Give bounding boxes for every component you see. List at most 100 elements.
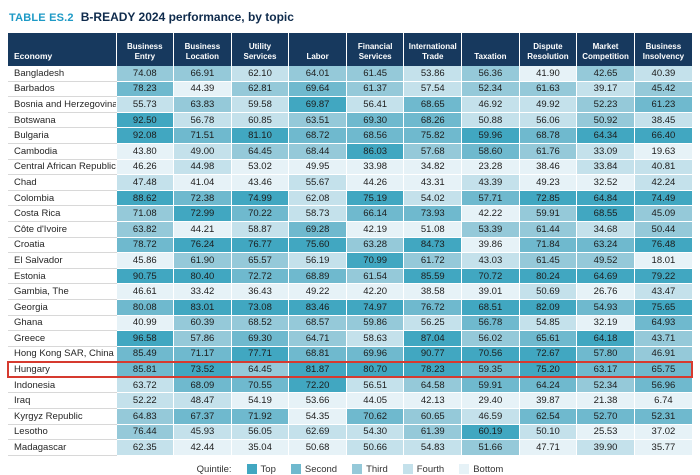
value-cell: 53.39 bbox=[461, 221, 520, 238]
table-row: Gambia, The 46.61 33.42 36.43 49.22 42.20 38.5… bbox=[8, 283, 692, 300]
value-cell: 6.74 bbox=[634, 392, 692, 410]
table-row: El Salvador 45.86 61.90 65.57 56.19 70.99 61.7… bbox=[8, 252, 692, 269]
economy-cell: Cambodia bbox=[8, 143, 117, 160]
value-cell: 42.22 bbox=[461, 205, 520, 222]
value-cell: 59.96 bbox=[461, 127, 520, 144]
value-cell: 72.20 bbox=[288, 377, 347, 394]
value-cell: 59.91 bbox=[519, 205, 578, 222]
value-cell: 75.60 bbox=[288, 237, 347, 254]
value-cell: 80.08 bbox=[116, 299, 175, 316]
value-cell: 64.01 bbox=[288, 66, 347, 82]
value-cell: 71.92 bbox=[231, 408, 290, 425]
value-cell: 63.83 bbox=[173, 96, 232, 113]
value-cell: 70.56 bbox=[461, 346, 520, 363]
value-cell: 63.28 bbox=[346, 237, 405, 254]
value-cell: 71.84 bbox=[519, 237, 578, 254]
value-cell: 56.41 bbox=[346, 96, 405, 113]
value-cell: 56.51 bbox=[346, 377, 405, 394]
table-row: Indonesia 63.72 68.09 70.55 72.20 56.51 64.58 5… bbox=[8, 377, 692, 394]
table-row: Bosnia and Herzegovina 55.73 63.83 59.58 69.… bbox=[8, 96, 692, 113]
value-cell: 64.69 bbox=[576, 268, 635, 285]
value-cell: 33.98 bbox=[346, 159, 405, 176]
value-cell: 43.46 bbox=[231, 174, 290, 191]
value-cell: 61.76 bbox=[519, 143, 578, 160]
legend-item-fourth: Fourth bbox=[402, 464, 444, 475]
economy-cell: Botswana bbox=[8, 112, 117, 129]
value-cell: 42.24 bbox=[634, 174, 692, 191]
economy-cell: Central African Republic bbox=[8, 159, 117, 176]
value-cell: 66.40 bbox=[634, 127, 692, 144]
value-cell: 50.88 bbox=[461, 112, 520, 129]
value-cell: 57.80 bbox=[576, 346, 635, 363]
value-cell: 66.91 bbox=[173, 66, 232, 82]
value-cell: 92.50 bbox=[116, 112, 175, 129]
economy-cell: Madagascar bbox=[8, 439, 117, 456]
value-cell: 40.99 bbox=[116, 315, 175, 332]
value-cell: 75.20 bbox=[519, 361, 578, 378]
value-cell: 84.73 bbox=[403, 237, 463, 254]
value-cell: 45.42 bbox=[634, 81, 692, 98]
column-header-taxation: Taxation bbox=[461, 33, 520, 66]
economy-cell: Hong Kong SAR, China bbox=[8, 346, 117, 363]
economy-cell: Bosnia and Herzegovina bbox=[8, 96, 117, 113]
value-cell: 38.58 bbox=[403, 283, 463, 300]
value-cell: 18.01 bbox=[634, 252, 692, 269]
value-cell: 33.09 bbox=[576, 143, 635, 160]
value-cell: 43.47 bbox=[634, 283, 692, 300]
table-row: Kyrgyz Republic 64.83 67.37 71.92 54.35 70.62… bbox=[8, 408, 692, 425]
value-cell: 90.77 bbox=[403, 346, 463, 363]
table-row: Hong Kong SAR, China 85.49 71.17 77.71 68.81… bbox=[8, 346, 692, 363]
value-cell: 86.03 bbox=[346, 143, 405, 160]
value-cell: 44.26 bbox=[346, 174, 405, 191]
value-cell: 64.45 bbox=[231, 143, 290, 160]
economy-cell: Chad bbox=[8, 174, 117, 191]
value-cell: 46.91 bbox=[634, 346, 692, 363]
value-cell: 44.39 bbox=[173, 81, 232, 98]
value-cell: 52.70 bbox=[576, 408, 635, 425]
legend-item-top: Top bbox=[246, 464, 276, 475]
value-cell: 44.98 bbox=[173, 159, 232, 176]
value-cell: 62.08 bbox=[288, 190, 347, 207]
value-cell: 46.61 bbox=[116, 283, 175, 300]
value-cell: 68.52 bbox=[231, 315, 290, 332]
table-row: Botswana 92.50 56.78 60.85 63.51 69.30 68.26 50… bbox=[8, 112, 692, 129]
value-cell: 62.81 bbox=[231, 81, 290, 98]
table-row: Ghana 40.99 60.39 68.52 68.57 59.86 56.25 56.78… bbox=[8, 315, 692, 332]
value-cell: 56.19 bbox=[288, 252, 347, 269]
value-cell: 64.71 bbox=[288, 330, 347, 347]
value-cell: 68.44 bbox=[288, 143, 347, 160]
value-cell: 62.35 bbox=[116, 439, 175, 456]
value-cell: 42.20 bbox=[346, 283, 405, 300]
economy-cell: Croatia bbox=[8, 237, 117, 254]
value-cell: 39.90 bbox=[576, 439, 635, 456]
economy-cell: Kyrgyz Republic bbox=[8, 408, 117, 425]
economy-cell: Colombia bbox=[8, 190, 117, 207]
value-cell: 68.55 bbox=[576, 205, 635, 222]
column-header-business-location: Business Location bbox=[173, 33, 232, 66]
value-cell: 59.35 bbox=[461, 361, 520, 378]
value-cell: 38.45 bbox=[634, 112, 692, 129]
value-cell: 71.08 bbox=[116, 205, 175, 222]
value-cell: 46.92 bbox=[461, 96, 520, 113]
value-cell: 73.93 bbox=[403, 205, 463, 222]
value-cell: 73.52 bbox=[173, 361, 232, 378]
bready-performance-table: Economy Business Entry Business Location Ut… bbox=[7, 33, 693, 456]
value-cell: 52.23 bbox=[576, 96, 635, 113]
quintile-swatch-top bbox=[246, 464, 257, 475]
value-cell: 34.82 bbox=[403, 159, 463, 176]
value-cell: 45.09 bbox=[634, 205, 692, 222]
value-cell: 65.57 bbox=[231, 252, 290, 269]
value-cell: 80.70 bbox=[346, 361, 405, 378]
value-cell: 74.49 bbox=[634, 190, 692, 207]
value-cell: 52.34 bbox=[461, 81, 520, 98]
legend-item-label: Second bbox=[304, 463, 338, 475]
value-cell: 50.68 bbox=[288, 439, 347, 456]
value-cell: 67.37 bbox=[173, 408, 232, 425]
value-cell: 58.63 bbox=[346, 330, 405, 347]
value-cell: 83.46 bbox=[288, 299, 347, 316]
value-cell: 72.85 bbox=[519, 190, 578, 207]
value-cell: 69.30 bbox=[346, 112, 405, 129]
value-cell: 70.99 bbox=[346, 252, 405, 269]
economy-cell: Greece bbox=[8, 330, 117, 347]
value-cell: 71.17 bbox=[173, 346, 232, 363]
